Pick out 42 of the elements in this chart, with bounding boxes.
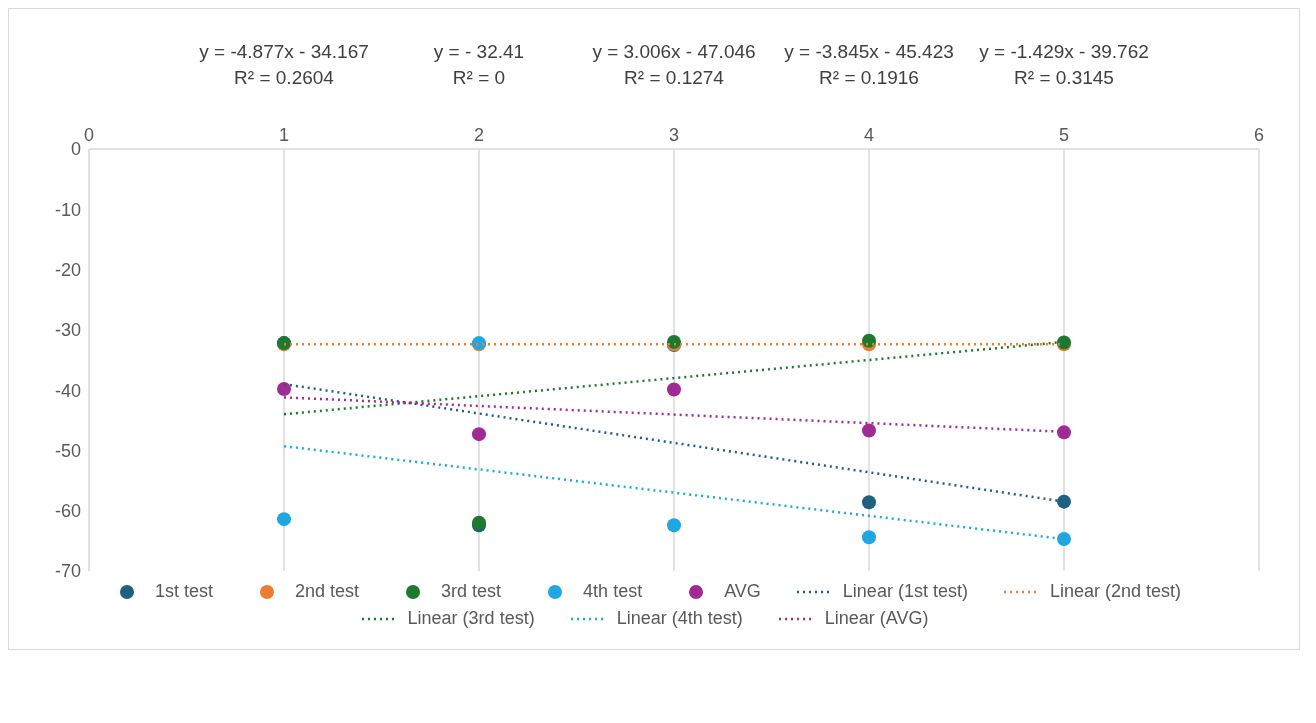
point [1057,425,1071,440]
legend-label: AVG [724,581,761,602]
legend-label: 2nd test [295,581,360,602]
x-tick-label: 1 [278,125,290,145]
text: y = -4.877x - 34.167 R² = 0.2604 [198,40,370,90]
y-tick-label: -60 [54,501,81,522]
point [1057,494,1071,509]
point [667,382,681,397]
legend-label: 4th test [583,581,643,602]
legend-label: 1st test [155,581,214,602]
legend-label: Linear (AVG) [824,608,929,629]
y-tick-label: -50 [54,440,81,461]
point [277,512,291,527]
y-tick-label: -30 [54,320,81,341]
y-tick-label: -70 [54,561,81,582]
x-tick-label: 4 [863,125,875,145]
x-tick-label: 2 [473,125,485,145]
legend-label: Linear (1st test) [842,581,968,602]
x-tick-label: 5 [1058,125,1070,145]
y-tick-label: -40 [54,380,81,401]
legend-label: Linear (2nd test) [1049,581,1181,602]
point [862,333,876,348]
point [667,518,681,533]
point [277,381,291,396]
text: y = - 32.41 R² = 0 [432,40,526,90]
point [1057,532,1071,547]
text: y = 3.006x - 47.046 R² = 0.1274 [591,40,757,90]
y-tick-label: -10 [54,199,81,220]
x-tick-label: 3 [668,125,680,145]
legend-label: Linear (4th test) [616,608,743,629]
x-tick-label: 6 [1253,125,1265,145]
point [862,530,876,545]
point [862,423,876,438]
x-tick-label: 0 [83,125,95,145]
y-tick-label: -20 [54,259,81,280]
text: y = -1.429x - 39.762 R² = 0.3145 [978,40,1150,90]
point [472,427,486,442]
point [862,495,876,510]
legend-label: Linear (3rd test) [407,608,535,629]
text: y = -3.845x - 45.423 R² = 0.1916 [783,40,955,90]
y-tick-label: 0 [70,139,81,160]
legend-label: 3rd test [441,581,502,602]
